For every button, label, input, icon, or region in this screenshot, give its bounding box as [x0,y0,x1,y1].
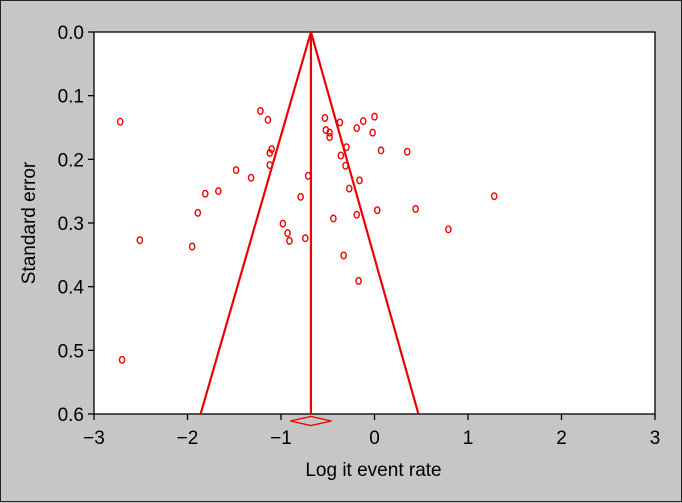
funnel-layer [199,31,420,427]
study-point [118,355,126,364]
y-axis: 0.0 0.1 0.2 0.3 0.4 0.5 0.6 [58,23,94,426]
study-point [330,214,337,223]
study-point [302,234,309,243]
study-point [336,118,344,127]
x-tick-label: 3 [650,428,661,449]
funnel-right-line [309,31,420,415]
y-axis-title: Standard error [19,161,40,284]
study-point [194,208,202,217]
study-point [343,143,350,152]
study-point [353,124,361,133]
x-tick-label: 2 [556,428,567,449]
study-point [374,206,381,215]
study-point [355,276,362,285]
plot-area [93,31,656,415]
study-point [268,145,275,154]
study-point [353,210,361,219]
study-point [304,171,312,180]
y-tick-label: 0.5 [58,341,84,362]
x-tick-label: 1 [463,428,474,449]
study-point [342,161,349,170]
study-point [266,161,274,170]
y-tick-label: 0.3 [58,214,84,235]
study-point [326,133,333,142]
study-point [257,106,264,115]
study-point [297,192,304,201]
study-point [215,187,222,196]
x-axis-title: Log it event rate [305,460,441,481]
study-point [279,219,287,228]
study-point [340,251,347,260]
study-point [445,225,452,234]
study-point [326,128,333,137]
study-point [377,146,385,155]
study-point [403,147,411,156]
study-point [232,166,240,175]
y-tick-label: 0.1 [58,87,84,108]
study-point [337,151,345,160]
study-point [345,184,353,193]
study-point [264,115,272,124]
points-layer [116,106,498,364]
study-point [369,128,376,137]
study-point [490,192,498,201]
study-point [356,176,363,185]
x-tick-label: −2 [177,428,199,449]
y-tick-label: 0.6 [58,405,84,426]
study-point [321,113,329,122]
funnel-left-line [199,31,312,415]
study-point [371,112,378,121]
pooled-estimate-diamond [290,415,332,427]
x-tick-label: −1 [270,428,292,449]
study-point [359,117,367,126]
study-point [116,117,124,126]
study-point [188,242,196,251]
study-point [284,229,291,238]
study-point [201,189,209,198]
y-tick-label: 0.0 [58,23,84,44]
y-tick-label: 0.4 [58,278,85,299]
y-tick-label: 0.2 [58,150,84,171]
x-axis: −3 −2 −1 0 1 2 3 [83,414,660,449]
study-point [412,204,419,213]
study-point [286,236,293,245]
study-point [136,236,144,245]
x-tick-label: −3 [83,428,105,449]
x-tick-label: 0 [369,428,380,449]
study-point [247,173,255,182]
